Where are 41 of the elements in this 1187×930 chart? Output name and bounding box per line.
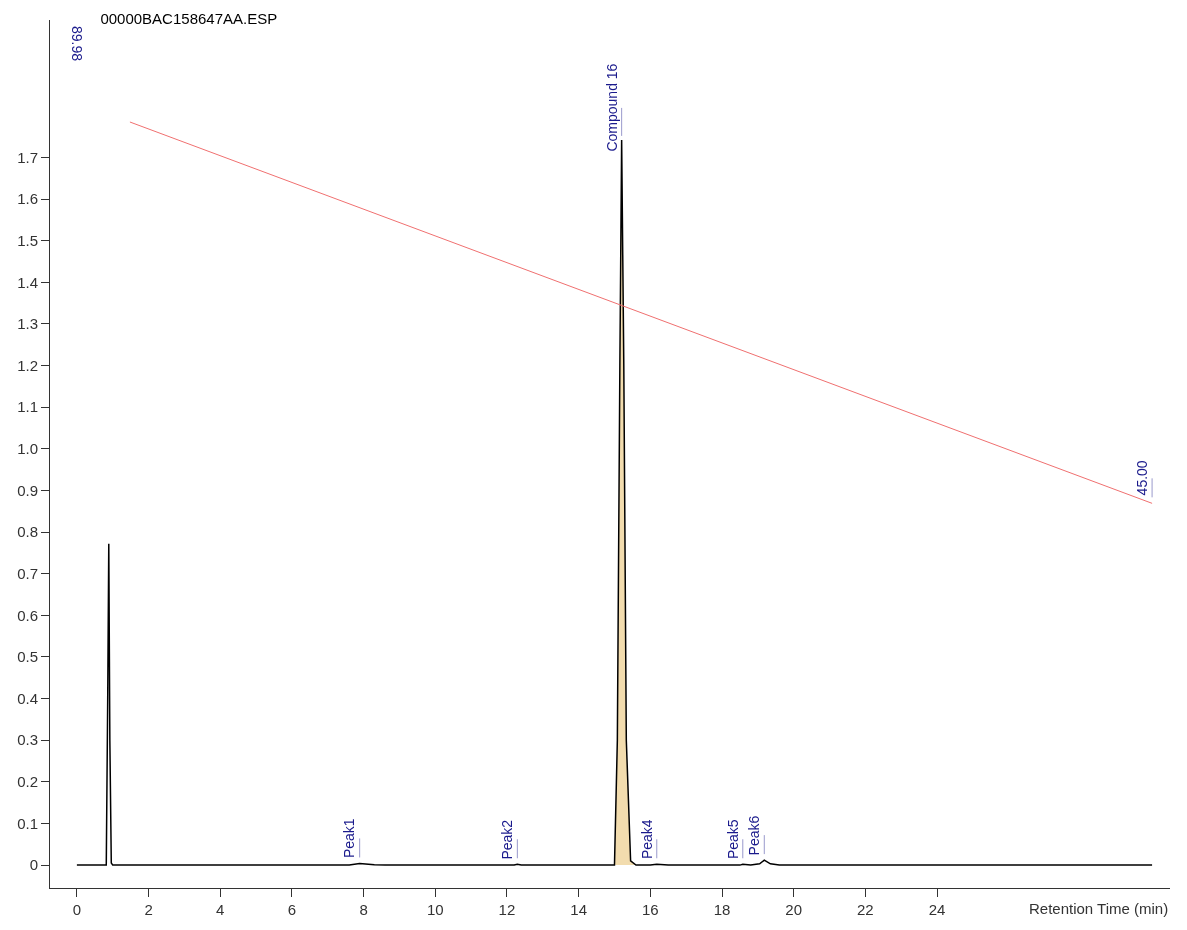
annotation: Compound 16	[603, 63, 620, 152]
annotation: Peak6	[746, 815, 763, 856]
y-tick-label: 0.7	[17, 564, 38, 582]
y-tick-label: 1.7	[17, 148, 38, 166]
x-tick-label: 4	[216, 901, 225, 918]
y-tick-label: 1.6	[17, 190, 38, 208]
y-tick-label: 0.5	[17, 648, 38, 666]
x-tick-label: 8	[359, 901, 368, 918]
y-tick-label: 0	[29, 856, 38, 874]
annotation: Peak2	[499, 819, 516, 860]
y-tick-label: 1.3	[17, 315, 38, 333]
y-tick-label: 1.1	[17, 398, 38, 416]
annotation: 89.98	[68, 25, 85, 62]
x-tick-label: 0	[72, 901, 82, 918]
x-tick-label: 12	[498, 901, 516, 918]
x-tick-label: 16	[641, 901, 659, 918]
y-tick-label: 1.2	[17, 356, 38, 374]
annotation: Peak4	[638, 819, 655, 860]
y-tick-label: 1.0	[17, 440, 38, 458]
x-tick-label: 20	[785, 901, 803, 918]
x-tick-label: 22	[857, 901, 874, 918]
x-tick-label: 18	[713, 901, 731, 918]
annotation: 45.00	[1133, 460, 1150, 496]
y-tick-label: 0.9	[17, 481, 38, 499]
y-tick-label: 1.5	[17, 231, 38, 249]
x-tick-label: 6	[287, 901, 297, 918]
x-tick-label: 10	[426, 901, 444, 918]
annotation: Peak5	[724, 819, 741, 860]
x-tick-label: 2	[144, 901, 153, 918]
y-tick-label: 1.4	[17, 273, 38, 291]
annotation: Peak1	[341, 818, 358, 859]
chart-title: 00000BAC158647AA.ESP	[100, 10, 278, 28]
y-tick-label: 0.1	[17, 814, 38, 832]
y-tick-label: 0.6	[17, 606, 38, 624]
x-axis-title: Retention Time (min)	[1029, 900, 1169, 917]
y-tick-label: 0.3	[17, 731, 38, 749]
y-tick-label: 0.4	[17, 689, 38, 707]
y-tick-label: 0.2	[17, 773, 38, 791]
x-tick-label: 14	[570, 901, 587, 918]
x-tick-label: 24	[928, 901, 946, 918]
y-tick-label: 0.8	[17, 523, 38, 541]
